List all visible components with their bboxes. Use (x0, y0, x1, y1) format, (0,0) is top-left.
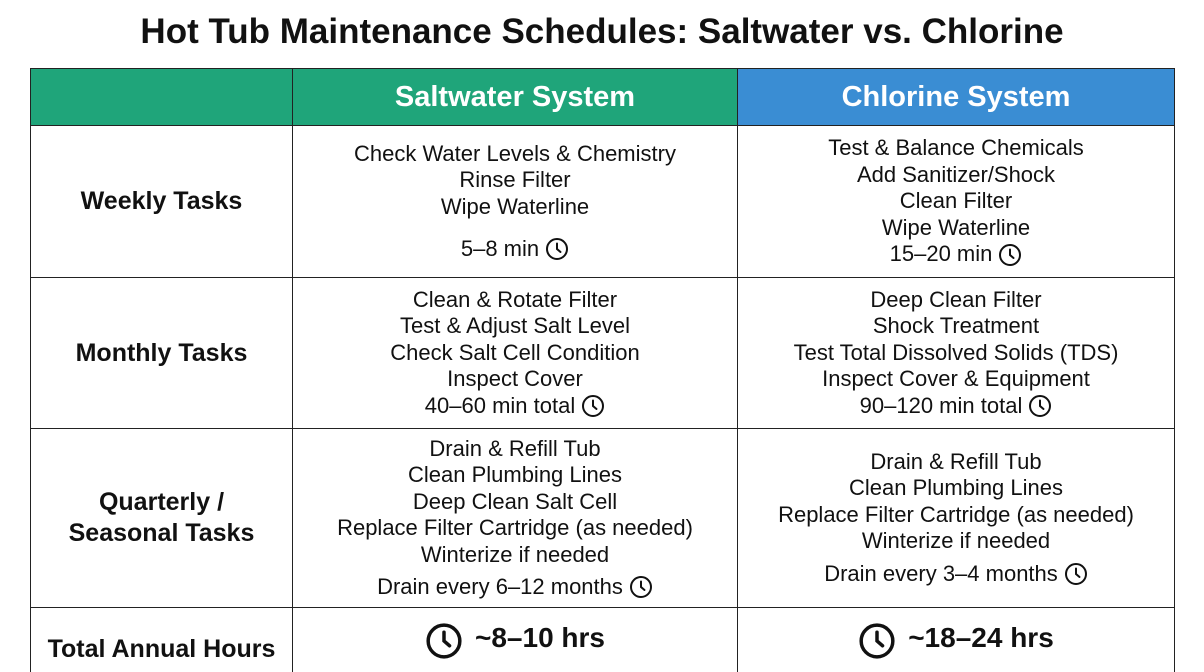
clock-icon (629, 576, 652, 599)
task-cell: Deep Clean Filter Shock Treatment Test Tot… (737, 277, 1175, 429)
task: Inspect Cover (447, 366, 583, 392)
row-label-cell: Quarterly / Seasonal Tasks (30, 428, 293, 608)
total-cell: ~18–24 hrs (737, 607, 1175, 672)
time-line: 40–60 min total (425, 393, 605, 420)
time-line: 90–120 min total (860, 393, 1053, 420)
task: Check Water Levels & Chemistry (354, 140, 676, 166)
task: Check Salt Cell Condition (390, 339, 640, 365)
time-line: 15–20 min (890, 241, 1023, 268)
task: Deep Clean Salt Cell (412, 488, 618, 514)
clock-icon (999, 243, 1022, 266)
time-line: 5–8 min (461, 236, 569, 263)
task: Add Sanitizer/Shock (856, 161, 1056, 187)
header-cell: Saltwater System (292, 68, 738, 126)
row-label: Quarterly / (98, 488, 225, 516)
task: Wipe Waterline (881, 214, 1031, 240)
task: Inspect Cover & Equipment (822, 366, 1090, 392)
time-text: 15–20 min (889, 241, 993, 267)
row-label-cell: Monthly Tasks (30, 277, 293, 429)
task: Winterize if needed (420, 541, 610, 567)
task: Replace Filter Cartridge (as needed) (778, 501, 1134, 527)
task: Clean Filter (899, 188, 1013, 214)
total-value: ~8–10 hrs (475, 622, 605, 653)
total-label-cell: Total Annual Hours (30, 607, 293, 672)
task-cell: Drain & Refill Tub Clean Plumbing Lines Re… (737, 428, 1175, 608)
total-cell: ~8–10 hrs (292, 607, 738, 672)
header-text: Saltwater System (394, 80, 636, 113)
task: Test & Adjust Salt Level (400, 313, 630, 339)
clock-icon (1064, 563, 1087, 585)
task: Deep Clean Filter (870, 286, 1042, 312)
task: Replace Filter Cartridge (as needed) (337, 515, 693, 540)
task: Drain & Refill Tub (870, 448, 1042, 474)
time-text: 40–60 min total (424, 392, 576, 418)
clock-icon (426, 623, 462, 659)
task: Test Total Dissolved Solids (TDS) (793, 339, 1119, 365)
task: Test & Balance Chemicals (828, 135, 1084, 161)
clock-icon (1029, 395, 1052, 417)
time-text: Drain every 3–4 months (824, 560, 1058, 586)
time-line: Drain every 3–4 months (824, 561, 1088, 588)
task: Clean Plumbing Lines (848, 475, 1064, 501)
total-value: ~18–24 hrs (908, 622, 1054, 653)
time-text: Drain every 6–12 months (377, 574, 623, 599)
task: Clean Plumbing Lines (407, 462, 623, 487)
task: Wipe Waterline (440, 193, 590, 219)
task: Drain & Refill Tub (429, 435, 601, 461)
clock-icon (546, 238, 569, 261)
task: Clean & Rotate Filter (412, 286, 618, 312)
clock-icon (859, 623, 895, 659)
title: Hot Tub Maintenance Schedules: Saltwater… (140, 12, 1064, 51)
header-text: Chlorine System (841, 80, 1071, 113)
task-cell: Check Water Levels & Chemistry Rinse Filt… (292, 125, 738, 278)
row-label: Weekly Tasks (80, 187, 243, 215)
task-cell: Test & Balance Chemicals Add Sanitizer/Sh… (737, 125, 1175, 278)
clock-icon (582, 395, 605, 417)
total-label: Total Annual Hours (47, 634, 276, 663)
task-cell: Clean & Rotate Filter Test & Adjust Salt … (292, 277, 738, 429)
task: Winterize if needed (861, 528, 1051, 554)
row-label-cell: Weekly Tasks (30, 125, 293, 278)
task: Rinse Filter (459, 167, 571, 192)
time-line: Drain every 6–12 months (377, 574, 653, 601)
row-label: Seasonal Tasks (68, 519, 255, 547)
row-label: Monthly Tasks (75, 338, 248, 367)
header-cell: Chlorine System (737, 68, 1175, 126)
header-cell (30, 68, 293, 126)
time-text: 5–8 min (460, 236, 540, 261)
task-cell: Drain & Refill Tub Clean Plumbing Lines De… (292, 428, 738, 608)
task: Shock Treatment (872, 313, 1040, 339)
time-text: 90–120 min total (859, 392, 1023, 418)
